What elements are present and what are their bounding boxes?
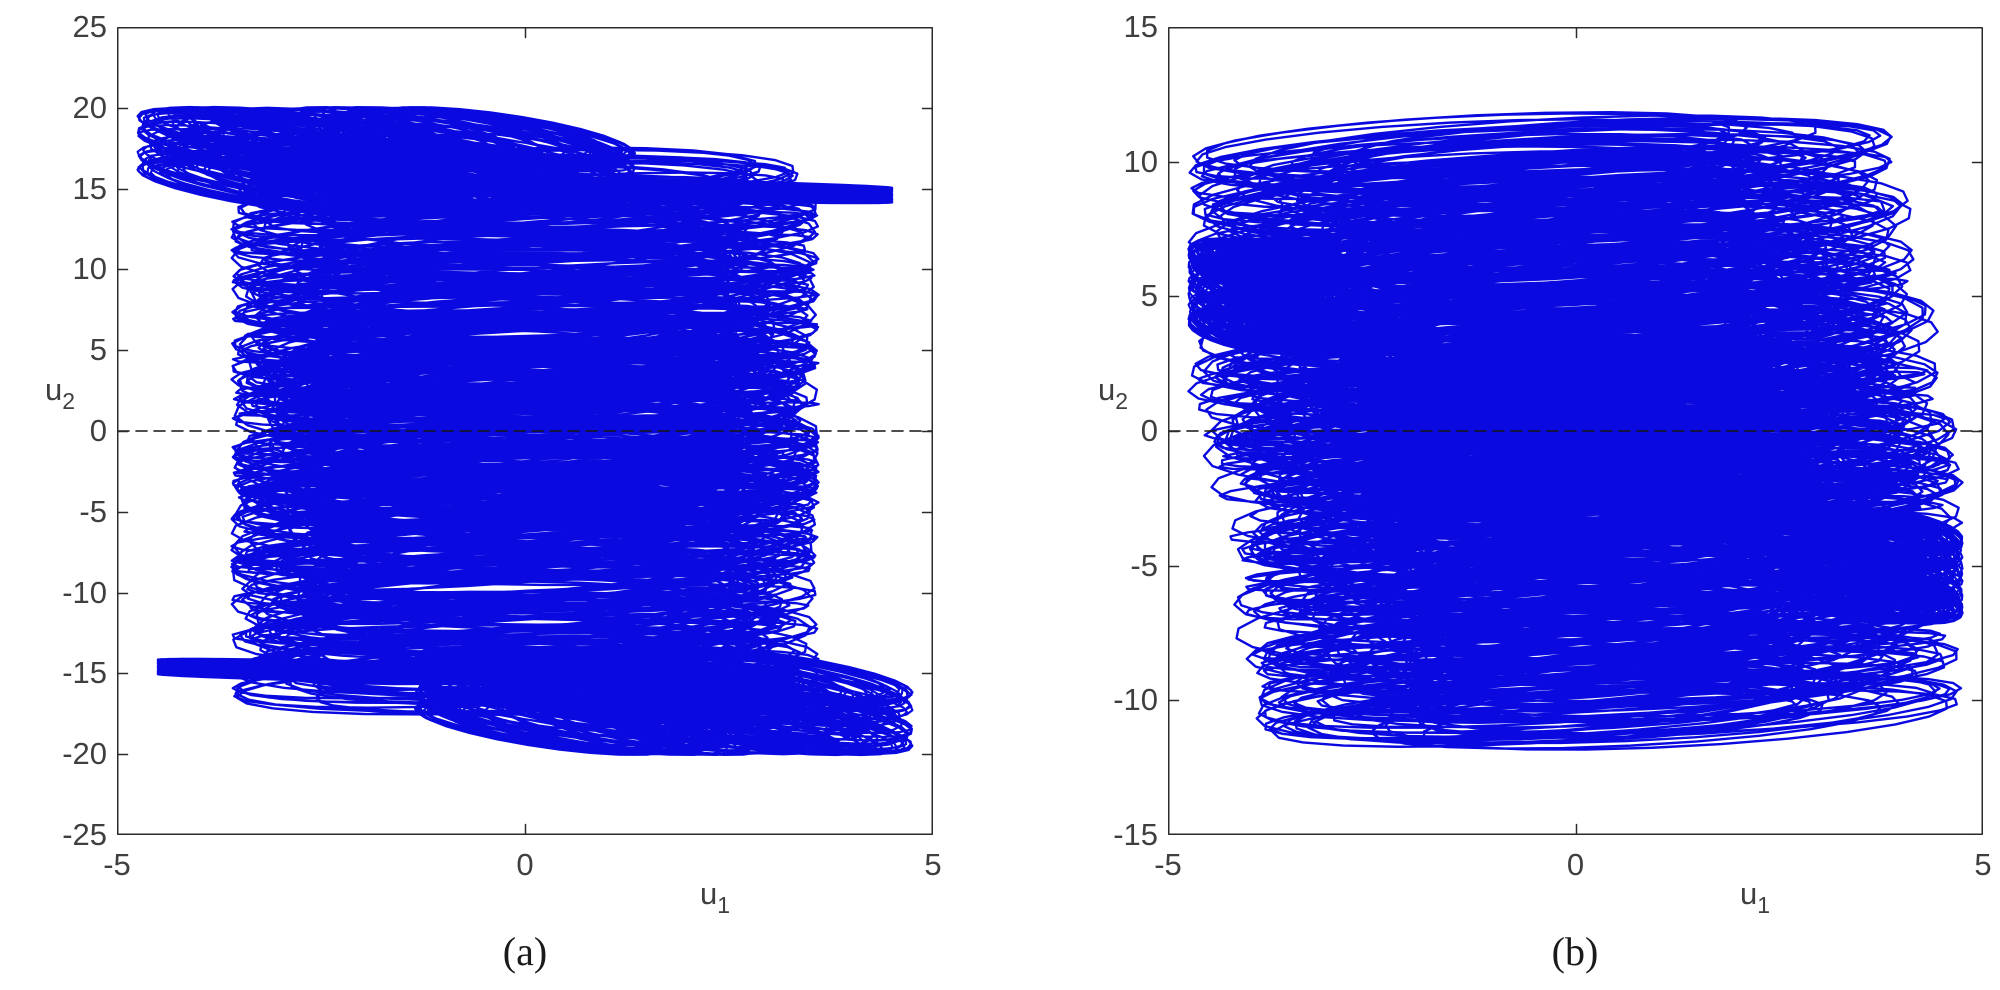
x-tick-label: 0 (1566, 847, 1585, 882)
y-tick-label: -15 (62, 655, 107, 691)
x-tick-label: 0 (516, 847, 534, 882)
x-tick-label: -5 (1154, 847, 1182, 882)
x-tick-label: -5 (103, 847, 131, 882)
x-tick-label: 5 (924, 847, 942, 882)
phase-plot-canvas-a (117, 27, 933, 835)
y-tick-label: -25 (62, 817, 107, 852)
y-axis-label: u2 (1058, 372, 1128, 414)
y-tick-label: 5 (89, 332, 107, 368)
y-tick-label: 5 (1140, 278, 1158, 314)
plot-area-b (1168, 27, 1983, 835)
axis-label-subscript: 2 (1115, 388, 1128, 414)
phase-portrait-panel-b: u2 u1 (b) -15 -10 -5 0 5 10 15 -5 0 5 (1000, 0, 2000, 990)
axis-label-subscript: 1 (717, 892, 731, 918)
y-tick-label: 25 (72, 9, 107, 44)
y-tick-label: 20 (72, 89, 107, 125)
axis-label-base: u (44, 372, 63, 407)
y-tick-label: 10 (1123, 143, 1158, 179)
axis-label-base: u (1740, 876, 1758, 911)
y-tick-label: 15 (1123, 9, 1158, 44)
phase-plot-canvas-b (1168, 27, 1983, 835)
y-tick-label: -10 (62, 574, 107, 610)
x-axis-label: u1 (1740, 876, 1770, 918)
axis-label-base: u (700, 876, 718, 911)
y-tick-label: 10 (72, 251, 107, 287)
y-tick-label: -20 (62, 736, 107, 772)
axis-label-subscript: 1 (1757, 892, 1771, 918)
y-tick-label: 0 (1140, 413, 1158, 448)
axis-label-base: u (1097, 372, 1116, 407)
y-tick-label: -10 (1113, 682, 1158, 718)
x-axis-label: u1 (700, 876, 730, 918)
phase-portrait-panel-a: u2 u1 (a) -25 -20 -15 -10 -5 0 5 10 15 20 25 -5 0 5 (5, 9, 942, 974)
plot-area-a (117, 27, 933, 835)
panel-caption: (b) (1551, 929, 1599, 974)
x-tick-label: 5 (1974, 847, 1992, 882)
y-tick-label: -5 (1130, 547, 1158, 583)
y-tick-label: -15 (1113, 817, 1158, 852)
panel-caption: (a) (502, 929, 548, 974)
y-tick-label: -5 (79, 493, 107, 529)
y-axis-label: u2 (5, 372, 75, 414)
y-tick-label: 0 (89, 413, 107, 448)
y-tick-label: 15 (72, 170, 107, 206)
axis-label-subscript: 2 (62, 388, 75, 414)
